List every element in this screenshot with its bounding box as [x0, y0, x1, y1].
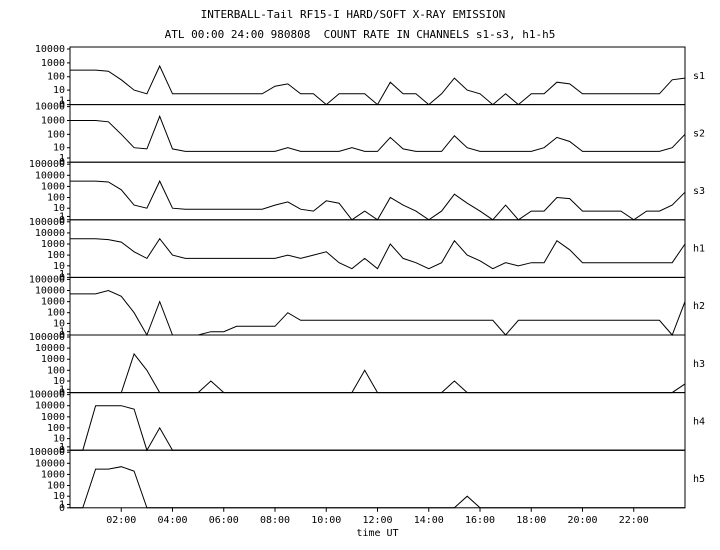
panel-label: h2 — [693, 301, 705, 312]
x-tick-label: 04:00 — [157, 515, 187, 526]
y-tick-label: 1 — [59, 269, 65, 280]
y-tick-label: 0 — [59, 388, 65, 399]
y-tick-label: 1 — [59, 211, 65, 222]
y-tick-label: 10 — [53, 318, 65, 329]
x-tick-label: 22:00 — [619, 515, 649, 526]
panel-label: s1 — [693, 71, 705, 82]
y-tick-label: 100 — [47, 308, 65, 319]
y-tick-label: 100 — [47, 193, 65, 204]
y-tick-label: 0 — [59, 330, 65, 341]
y-tick-label: 1000 — [41, 239, 65, 250]
y-tick-label: 100 — [47, 365, 65, 376]
y-tick-label: 1000 — [41, 115, 65, 126]
y-tick-label: 10000 — [35, 228, 65, 239]
y-tick-label: 10 — [53, 491, 65, 502]
y-tick-label: 10 — [53, 143, 65, 154]
panel-label: h4 — [693, 416, 705, 427]
y-tick-label: 100 — [47, 423, 65, 434]
y-tick-label: 1000 — [41, 412, 65, 423]
x-tick-label: 16:00 — [465, 515, 495, 526]
y-tick-label: 0 — [59, 100, 65, 111]
y-tick-label: 100 — [47, 72, 65, 83]
y-tick-label: 1000 — [41, 354, 65, 365]
panel-label: h3 — [693, 359, 705, 370]
chart-title: INTERBALL-Tail RF15-I HARD/SOFT X-RAY EM… — [201, 8, 506, 21]
chart-subtitle: ATL 00:00 24:00 980808 COUNT RATE IN CHA… — [165, 28, 556, 41]
y-tick-label: 100000 — [29, 159, 65, 170]
y-tick-label: 10000 — [35, 458, 65, 469]
y-tick-label: 10000 — [35, 170, 65, 181]
y-tick-label: 1 — [59, 153, 65, 164]
y-tick-label: 10000 — [35, 102, 65, 113]
y-tick-label: 0 — [59, 157, 65, 168]
y-tick-label: 1000 — [41, 58, 65, 69]
y-tick-label: 1 — [59, 95, 65, 106]
y-tick-label: 0 — [59, 445, 65, 456]
y-tick-label: 10 — [53, 203, 65, 214]
y-tick-label: 10 — [53, 376, 65, 387]
x-tick-label: 18:00 — [516, 515, 546, 526]
x-tick-label: 20:00 — [567, 515, 597, 526]
y-tick-label: 10 — [53, 85, 65, 96]
y-tick-label: 1000 — [41, 297, 65, 308]
y-tick-label: 1 — [59, 384, 65, 395]
y-tick-label: 1 — [59, 442, 65, 453]
y-tick-label: 1000 — [41, 181, 65, 192]
y-tick-label: 100 — [47, 481, 65, 492]
x-axis-label: time UT — [356, 528, 398, 539]
y-tick-label: 0 — [59, 503, 65, 514]
data-line — [70, 114, 686, 152]
x-tick-label: 14:00 — [414, 515, 444, 526]
y-tick-label: 0 — [59, 215, 65, 226]
panel-label: s2 — [693, 128, 705, 139]
x-tick-label: 08:00 — [260, 515, 290, 526]
y-tick-label: 100000 — [29, 390, 65, 401]
y-tick-label: 100000 — [29, 217, 65, 228]
y-tick-label: 1 — [59, 499, 65, 510]
y-tick-label: 100 — [47, 129, 65, 140]
y-tick-label: 10000 — [35, 44, 65, 55]
x-tick-label: 02:00 — [106, 515, 136, 526]
y-tick-label: 100000 — [29, 447, 65, 458]
y-tick-label: 10000 — [35, 401, 65, 412]
y-tick-label: 10000 — [35, 286, 65, 297]
panel-label: s3 — [693, 186, 705, 197]
y-tick-label: 100 — [47, 250, 65, 261]
y-tick-label: 10000 — [35, 343, 65, 354]
y-tick-label: 100000 — [29, 274, 65, 285]
x-tick-label: 10:00 — [311, 515, 341, 526]
panel-label: h5 — [693, 474, 705, 485]
x-tick-label: 12:00 — [362, 515, 392, 526]
data-line — [70, 237, 686, 270]
y-tick-label: 10 — [53, 434, 65, 445]
x-tick-label: 06:00 — [209, 515, 239, 526]
y-tick-label: 0 — [59, 272, 65, 283]
y-tick-label: 100000 — [29, 332, 65, 343]
y-tick-label: 1 — [59, 327, 65, 338]
panel-label: h1 — [693, 244, 705, 255]
y-tick-label: 10 — [53, 261, 65, 272]
y-tick-label: 1000 — [41, 469, 65, 480]
